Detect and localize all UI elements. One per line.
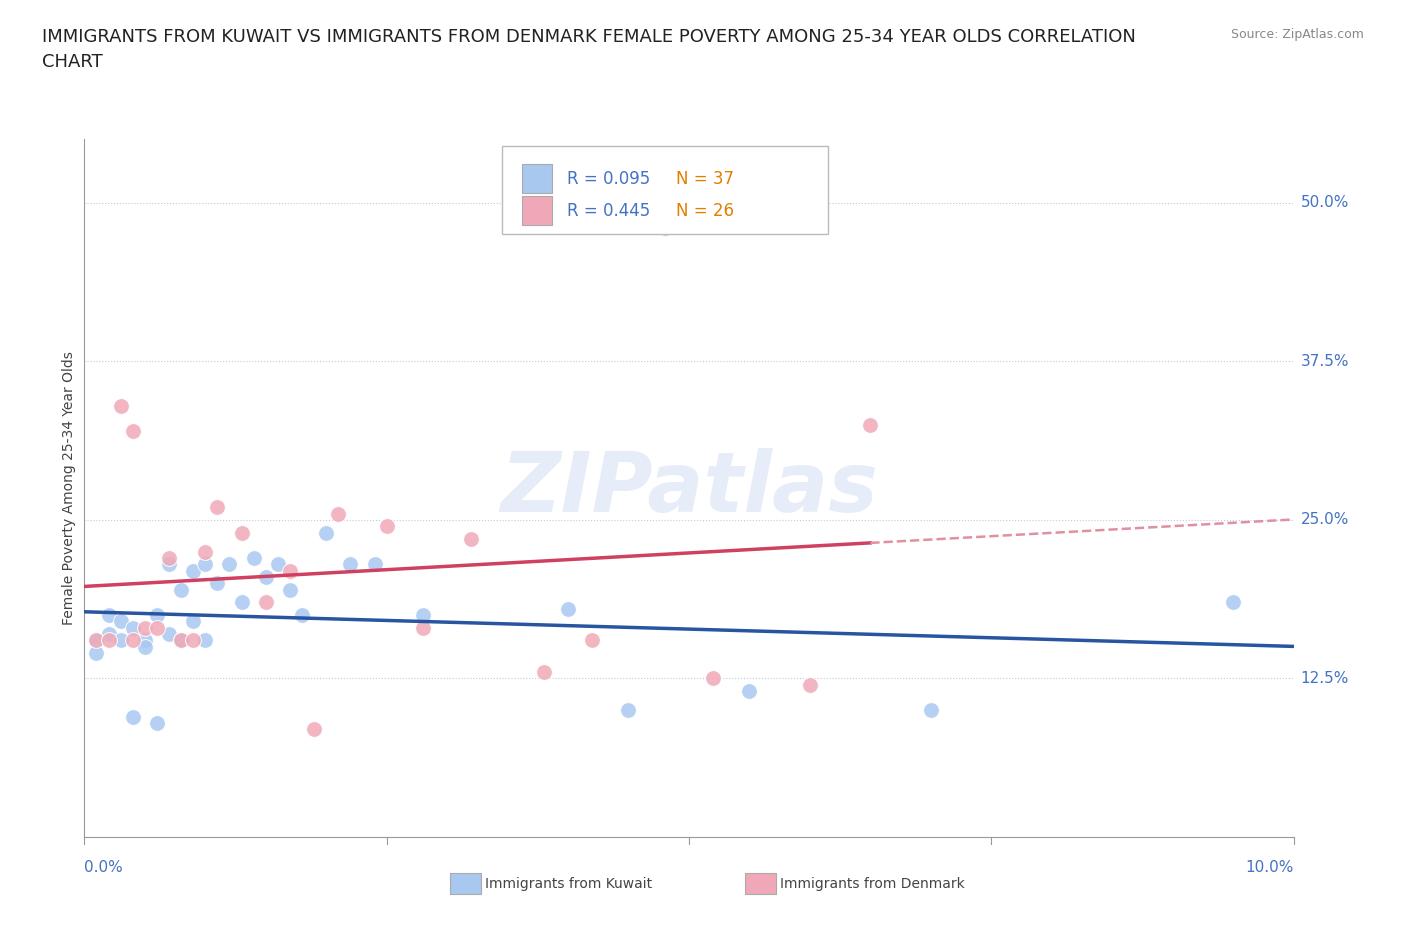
FancyBboxPatch shape — [522, 196, 553, 225]
Point — [181, 614, 204, 629]
Text: IMMIGRANTS FROM KUWAIT VS IMMIGRANTS FROM DENMARK FEMALE POVERTY AMONG 25-34 YEA: IMMIGRANTS FROM KUWAIT VS IMMIGRANTS FRO… — [42, 28, 1136, 71]
FancyBboxPatch shape — [522, 164, 553, 193]
Point — [110, 633, 132, 648]
Point — [302, 722, 325, 737]
Point — [702, 671, 724, 686]
Point — [231, 595, 253, 610]
Point — [110, 614, 132, 629]
Point — [278, 582, 301, 597]
Point — [920, 703, 942, 718]
Point — [412, 620, 434, 635]
Point — [859, 418, 882, 432]
Point — [157, 627, 180, 642]
Point — [194, 544, 217, 559]
Point — [267, 557, 290, 572]
Point — [181, 564, 204, 578]
Text: 50.0%: 50.0% — [1301, 195, 1348, 210]
Point — [242, 551, 264, 565]
Point — [121, 709, 143, 724]
Point — [86, 633, 108, 648]
Text: R = 0.095: R = 0.095 — [567, 170, 650, 188]
Y-axis label: Female Poverty Among 25-34 Year Olds: Female Poverty Among 25-34 Year Olds — [62, 352, 76, 625]
Point — [157, 557, 180, 572]
Text: Immigrants from Denmark: Immigrants from Denmark — [780, 876, 965, 891]
Point — [617, 703, 640, 718]
Point — [254, 595, 277, 610]
Text: 37.5%: 37.5% — [1301, 354, 1348, 369]
Point — [363, 557, 385, 572]
Text: 12.5%: 12.5% — [1301, 671, 1348, 686]
Point — [207, 576, 229, 591]
Point — [231, 525, 253, 540]
Text: N = 37: N = 37 — [676, 170, 734, 188]
Text: Immigrants from Kuwait: Immigrants from Kuwait — [485, 876, 652, 891]
FancyBboxPatch shape — [502, 147, 828, 233]
Point — [581, 633, 603, 648]
Text: 25.0%: 25.0% — [1301, 512, 1348, 527]
Point — [157, 551, 180, 565]
Point — [278, 564, 301, 578]
Point — [134, 639, 156, 654]
Point — [146, 715, 169, 730]
Point — [121, 424, 143, 439]
Text: R = 0.445: R = 0.445 — [567, 202, 650, 220]
Point — [375, 519, 398, 534]
Point — [121, 633, 143, 648]
Point — [194, 633, 217, 648]
Point — [170, 582, 193, 597]
Point — [146, 607, 169, 622]
Point — [97, 627, 120, 642]
Point — [86, 645, 108, 660]
Point — [218, 557, 240, 572]
Point — [170, 633, 193, 648]
Point — [291, 607, 314, 622]
Point — [557, 602, 579, 617]
Point — [97, 607, 120, 622]
Point — [110, 398, 132, 413]
Text: Source: ZipAtlas.com: Source: ZipAtlas.com — [1230, 28, 1364, 41]
Text: 0.0%: 0.0% — [84, 860, 124, 875]
Point — [97, 633, 120, 648]
Point — [533, 665, 555, 680]
Point — [194, 557, 217, 572]
Point — [134, 633, 156, 648]
Point — [315, 525, 337, 540]
Point — [328, 506, 350, 521]
Point — [460, 532, 482, 547]
Point — [738, 684, 761, 698]
Point — [86, 633, 108, 648]
Point — [254, 569, 277, 584]
Text: 10.0%: 10.0% — [1246, 860, 1294, 875]
Point — [412, 607, 434, 622]
Point — [170, 633, 193, 648]
Point — [181, 633, 204, 648]
Text: ZIPatlas: ZIPatlas — [501, 447, 877, 529]
Point — [121, 620, 143, 635]
Point — [339, 557, 361, 572]
Point — [146, 620, 169, 635]
Point — [799, 677, 821, 692]
Point — [654, 220, 676, 235]
Point — [134, 620, 156, 635]
Point — [1222, 595, 1244, 610]
Text: N = 26: N = 26 — [676, 202, 734, 220]
Point — [207, 499, 229, 514]
